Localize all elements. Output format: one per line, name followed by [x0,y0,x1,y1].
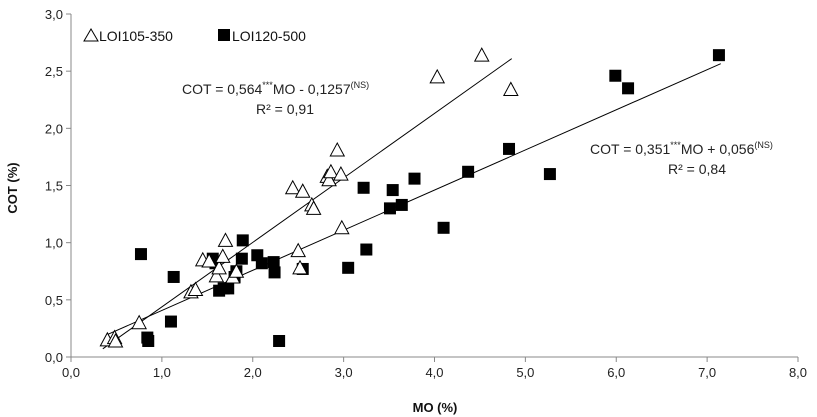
point-square [267,256,280,269]
point-square [255,257,268,270]
point-square [235,252,248,265]
point-square [543,168,556,181]
point-triangle [290,242,307,258]
equation-text: COT = 0,564***MO - 0,1257(NS) [182,80,369,97]
trendline-loi120-500 [107,63,721,336]
y-tick-label: 1,0 [45,236,63,251]
point-triangle [305,200,322,215]
legend-marker-loi105-350 [83,28,99,42]
x-tick-label: 6,0 [607,365,625,380]
point-triangle [208,267,225,283]
point-triangle [333,219,350,235]
y-tick-label: 2,5 [45,64,63,79]
point-triangle [323,163,339,179]
point-square [395,198,408,211]
point-triangle [214,248,231,263]
x-tick-label: 5,0 [516,365,534,380]
x-tick-label: 8,0 [789,365,807,380]
point-triangle [429,68,446,84]
axes: 0,0 1,0 2,0 3,0 4,0 5,0 6,0 7,0 8,0 0,0 0,5 1,0 1,5 2… [45,7,807,380]
point-square [236,234,249,247]
point-triangle [131,314,147,330]
trendlines [102,58,721,350]
point-triangle [473,47,490,62]
point-square [622,82,635,95]
legend-label-loi105-350: LOI105-350 [99,28,173,44]
y-tick-label: 2,0 [45,121,63,136]
point-square [408,172,421,185]
point-triangle [217,232,234,247]
point-square [273,334,286,347]
equation-text: COT = 0,351***MO + 0,056(NS) [590,140,773,157]
point-triangle [211,259,227,275]
point-triangle [107,332,124,348]
point-triangle [284,179,301,195]
point-square [142,334,155,347]
trendline-loi105-350 [102,58,513,350]
point-square [357,181,370,194]
legend-label-loi120-500: LOI120-500 [232,28,306,44]
point-square [268,266,281,279]
equation-loi120-500: COT = 0,351***MO + 0,056(NS) R² = 0,84 [590,140,773,177]
data-points [99,47,725,348]
x-tick-label: 2,0 [244,365,262,380]
point-triangle [321,171,337,187]
r-squared-text: R² = 0,91 [256,101,314,117]
point-square [164,315,177,328]
point-triangle [502,81,519,96]
y-tick-label: 1,5 [45,179,63,194]
y-tick-label: 3,0 [45,7,63,22]
point-square [134,248,147,261]
point-square [383,202,396,215]
point-square [360,243,373,256]
y-axis-title: COT (%) [5,162,20,213]
legend-marker-loi120-500 [218,29,230,41]
x-tick-label: 3,0 [335,365,353,380]
point-triangle [187,281,204,297]
point-square [342,261,355,274]
legend: LOI105-350 LOI120-500 [83,28,306,44]
point-triangle [294,183,311,198]
x-axis-title: MO (%) [413,400,458,415]
x-tick-label: 7,0 [698,365,716,380]
point-square [609,69,622,82]
point-square [503,142,516,155]
equation-loi105-350: COT = 0,564***MO - 0,1257(NS) R² = 0,91 [182,80,369,117]
x-tick-label: 1,0 [153,365,171,380]
point-triangle [228,263,245,278]
point-triangle [292,259,308,275]
point-square [386,184,399,197]
point-square [167,270,180,283]
x-tick-label: 4,0 [425,365,443,380]
y-tick-label: 0,0 [45,350,63,365]
point-triangle [201,252,217,268]
point-triangle [329,142,346,157]
x-tick-label: 0,0 [62,365,80,380]
point-square [222,282,235,295]
r-squared-text: R² = 0,84 [668,161,726,177]
point-square [712,49,725,62]
point-triangle [333,166,349,181]
point-square [437,221,450,234]
point-square [462,165,475,178]
y-tick-label: 0,5 [45,293,63,308]
